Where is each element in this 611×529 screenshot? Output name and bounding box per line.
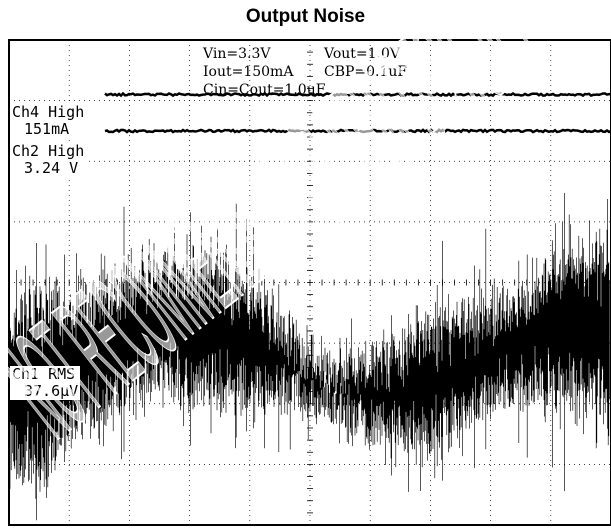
ch2-trace (104, 128, 611, 134)
ch1-channel: Ch1 (12, 365, 40, 383)
condition-vout: Vout=1.0V (324, 46, 401, 62)
chart-title: Output Noise (245, 6, 366, 27)
ch1-value: 37.6µV (24, 382, 79, 400)
ch4-channel: Ch4 (12, 103, 40, 121)
ch1-label: Ch1 RMS 37.6µV (10, 365, 81, 400)
ch4-trace (104, 91, 611, 98)
ch1-trace (9, 192, 610, 521)
condition-caps: Cin=Cout=1.0uF (203, 82, 326, 98)
trace-layer (9, 91, 611, 521)
condition-cbp: CBP=0.1uF (324, 64, 408, 80)
ch2-channel: Ch2 (12, 142, 40, 160)
ch1-measurement: RMS (48, 365, 76, 383)
condition-iout: Iout=150mA (203, 64, 294, 80)
ch2-value: 3.24 V (24, 159, 79, 177)
condition-vin: Vin=3.3V (203, 46, 271, 62)
ch4-measurement: High (48, 103, 85, 121)
ch2-measurement: High (48, 142, 85, 160)
ch4-label: Ch4 High 151mA (10, 103, 87, 138)
ch4-value: 151mA (24, 120, 70, 138)
ch2-label: Ch2 High 3.24 V (10, 142, 87, 177)
